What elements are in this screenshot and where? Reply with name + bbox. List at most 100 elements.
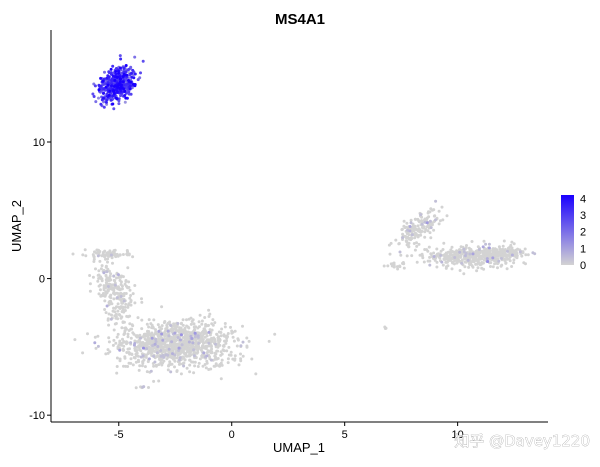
cell-point bbox=[177, 346, 181, 350]
cell-point bbox=[83, 248, 87, 252]
cell-point bbox=[206, 324, 210, 328]
cell-point bbox=[116, 309, 120, 313]
cell-point bbox=[122, 320, 126, 324]
cell-point bbox=[503, 251, 506, 255]
color-legend-label: 4 bbox=[580, 193, 586, 205]
cell-point bbox=[200, 336, 204, 340]
cell-point bbox=[464, 246, 468, 250]
cell-point bbox=[108, 89, 112, 93]
cell-point bbox=[126, 347, 130, 351]
cell-point bbox=[204, 366, 208, 370]
cell-point bbox=[184, 347, 188, 351]
cell-point bbox=[512, 242, 516, 246]
cell-point bbox=[114, 70, 118, 73]
cell-point bbox=[522, 261, 526, 265]
cell-point bbox=[108, 350, 112, 354]
cell-point bbox=[166, 329, 170, 333]
cell-point bbox=[208, 333, 212, 337]
cell-point bbox=[206, 350, 210, 354]
cell-point bbox=[105, 304, 109, 308]
cell-point bbox=[401, 232, 405, 236]
cell-point bbox=[427, 215, 431, 219]
cell-point bbox=[473, 259, 477, 262]
cell-point bbox=[140, 297, 143, 301]
cell-point bbox=[418, 230, 422, 234]
cell-point bbox=[226, 357, 230, 361]
cell-point bbox=[129, 92, 133, 96]
cell-point bbox=[189, 349, 193, 353]
cell-point bbox=[214, 342, 217, 346]
cell-point bbox=[115, 365, 119, 368]
cell-point bbox=[509, 243, 513, 247]
cell-point bbox=[193, 331, 197, 335]
cell-point bbox=[108, 274, 112, 278]
cell-point bbox=[117, 97, 121, 101]
color-legend-label: 2 bbox=[580, 227, 586, 239]
cell-point bbox=[91, 275, 95, 279]
cell-point bbox=[88, 282, 92, 286]
cell-point bbox=[189, 322, 193, 326]
cell-point bbox=[179, 333, 183, 337]
cell-point bbox=[133, 346, 137, 350]
cell-point bbox=[465, 244, 468, 247]
cell-point bbox=[161, 338, 165, 342]
cell-point bbox=[106, 254, 110, 258]
cell-point bbox=[458, 269, 462, 272]
cell-point bbox=[453, 256, 457, 259]
cell-point bbox=[109, 293, 113, 297]
cell-point bbox=[429, 226, 433, 230]
cell-point bbox=[435, 247, 439, 251]
cell-point bbox=[153, 332, 157, 336]
cell-point bbox=[419, 233, 423, 237]
cell-point bbox=[209, 358, 213, 362]
cell-point bbox=[512, 261, 516, 265]
cell-point bbox=[111, 286, 115, 290]
cell-point bbox=[159, 349, 163, 352]
cell-point bbox=[207, 341, 211, 345]
cell-point bbox=[106, 289, 110, 293]
cell-point bbox=[181, 336, 185, 339]
cell-point bbox=[455, 255, 459, 258]
cell-point bbox=[116, 302, 120, 306]
cell-point bbox=[93, 250, 96, 254]
cell-point bbox=[512, 258, 516, 262]
cell-point bbox=[445, 214, 449, 218]
cell-point bbox=[189, 347, 193, 351]
cell-point bbox=[173, 356, 177, 360]
cell-point bbox=[247, 339, 251, 343]
cell-point bbox=[156, 345, 160, 348]
cell-point bbox=[497, 259, 501, 263]
cell-point bbox=[104, 311, 108, 315]
cell-point bbox=[471, 252, 475, 256]
cell-point bbox=[442, 241, 446, 245]
cell-point bbox=[494, 254, 498, 258]
cell-point bbox=[133, 72, 137, 76]
cell-point bbox=[405, 254, 409, 258]
cell-point bbox=[219, 334, 223, 338]
cell-point bbox=[121, 347, 125, 351]
cell-point bbox=[510, 246, 514, 250]
cell-point bbox=[193, 364, 197, 368]
cell-point bbox=[152, 364, 156, 368]
cell-point bbox=[223, 322, 227, 325]
cell-point bbox=[106, 318, 110, 322]
cell-point bbox=[448, 259, 452, 262]
cell-point bbox=[419, 213, 423, 217]
cell-point bbox=[133, 284, 137, 287]
y-tick-label: 10 bbox=[33, 137, 45, 149]
cell-point bbox=[458, 248, 461, 252]
cell-point bbox=[435, 254, 439, 258]
cell-point bbox=[97, 84, 101, 88]
y-axis-ticks: -10 0 10 bbox=[29, 137, 51, 422]
cell-point bbox=[180, 343, 184, 347]
cell-point bbox=[121, 253, 125, 256]
cell-point bbox=[435, 260, 439, 264]
cell-point bbox=[225, 336, 229, 340]
cell-point bbox=[104, 273, 108, 277]
cell-point bbox=[437, 222, 441, 226]
cell-point bbox=[241, 354, 245, 358]
cell-point bbox=[140, 318, 144, 322]
cell-point bbox=[235, 344, 239, 348]
cell-point bbox=[412, 227, 416, 231]
cell-point bbox=[486, 260, 490, 263]
